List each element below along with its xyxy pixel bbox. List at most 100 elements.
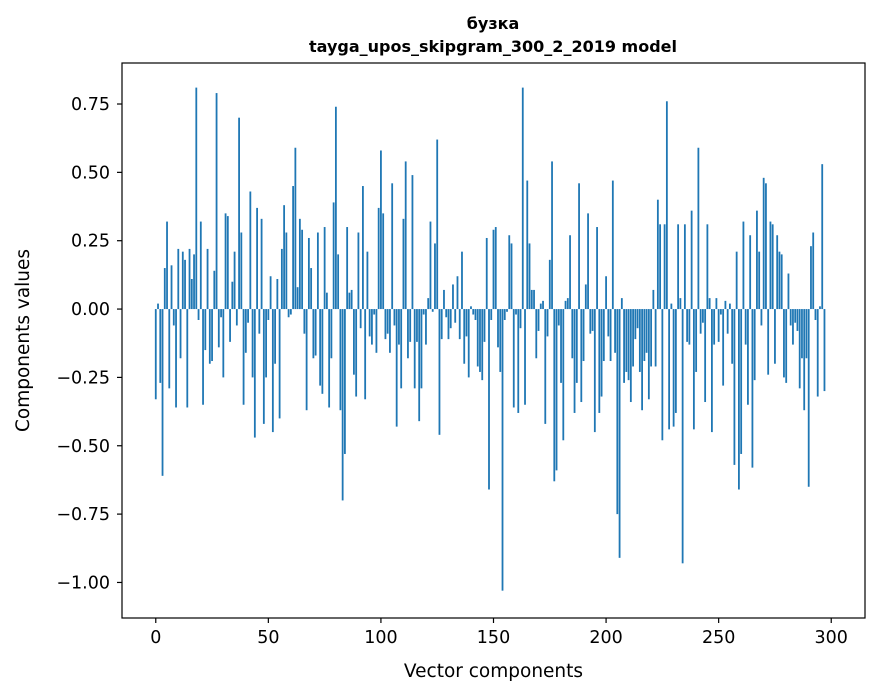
bar — [546, 309, 549, 337]
bar — [819, 306, 821, 310]
bar — [411, 175, 414, 310]
bar — [537, 309, 540, 331]
bar — [695, 309, 698, 372]
bar — [472, 309, 475, 315]
bar — [422, 309, 425, 315]
bar — [492, 229, 495, 310]
bar — [211, 309, 213, 362]
bar — [780, 254, 783, 310]
bar — [503, 309, 506, 320]
bar — [564, 300, 567, 310]
bar — [753, 309, 756, 381]
bar — [434, 243, 436, 310]
bar — [729, 303, 731, 310]
bar — [530, 289, 533, 310]
bar — [202, 309, 204, 405]
bar — [506, 309, 508, 312]
bar — [355, 309, 358, 397]
bar — [544, 309, 547, 424]
bar — [614, 309, 616, 353]
bar — [425, 309, 427, 345]
bar — [285, 232, 288, 310]
bar — [204, 309, 207, 351]
bar — [321, 309, 324, 394]
bar — [580, 309, 583, 403]
bar — [697, 147, 700, 310]
bar — [190, 278, 193, 310]
bar — [510, 243, 513, 310]
bar — [490, 309, 493, 320]
bar — [197, 309, 200, 320]
bar — [184, 259, 186, 310]
y-tick-label: 0.75 — [71, 95, 110, 115]
bar — [760, 309, 763, 326]
bar — [375, 309, 378, 353]
x-tick-label: 300 — [815, 628, 848, 648]
bar — [193, 254, 195, 310]
bar — [485, 237, 488, 310]
bar — [350, 289, 353, 310]
bar — [618, 309, 621, 558]
bar — [571, 309, 574, 359]
bar — [724, 300, 727, 310]
bar — [242, 309, 245, 405]
bar — [652, 289, 655, 310]
bar — [704, 309, 707, 403]
bar — [269, 276, 272, 310]
bar — [681, 309, 684, 564]
bar — [758, 251, 761, 310]
bar — [591, 309, 594, 331]
bar — [679, 298, 682, 310]
bar — [199, 221, 202, 310]
bar — [674, 309, 677, 413]
bar — [670, 303, 673, 310]
bar — [258, 309, 261, 334]
bar — [656, 199, 659, 310]
y-tick-label: −0.50 — [56, 437, 110, 457]
bar — [501, 309, 504, 591]
bar — [283, 205, 286, 310]
bar — [555, 309, 558, 471]
bar — [188, 248, 191, 310]
bar — [364, 309, 367, 400]
bar — [454, 309, 457, 323]
bar — [215, 93, 218, 310]
bar — [274, 309, 276, 364]
bar — [488, 309, 490, 490]
bar — [803, 309, 806, 411]
bar — [456, 276, 459, 310]
bar — [229, 309, 231, 342]
bar — [821, 164, 824, 310]
bar — [240, 232, 243, 310]
bar — [470, 306, 472, 310]
bar — [409, 309, 412, 342]
bar — [528, 243, 531, 310]
bar — [163, 268, 166, 310]
bar — [776, 235, 779, 310]
bar — [217, 309, 220, 348]
bar — [312, 309, 315, 359]
y-tick-label: −1.00 — [56, 573, 110, 593]
bar — [463, 309, 466, 364]
bar — [443, 289, 445, 310]
bar — [539, 303, 542, 310]
bar — [659, 224, 662, 310]
bar — [186, 309, 189, 408]
bar — [348, 292, 351, 310]
bar — [418, 309, 421, 422]
bar — [686, 309, 689, 342]
bar — [402, 218, 405, 310]
bar — [562, 309, 565, 441]
bar — [796, 309, 799, 331]
bar — [398, 309, 400, 345]
bar — [373, 309, 376, 315]
bar — [598, 309, 601, 413]
bar — [665, 101, 668, 310]
bar — [706, 224, 709, 310]
bar — [647, 309, 650, 400]
bar — [244, 309, 247, 353]
bar — [742, 221, 745, 310]
x-tick-label: 150 — [477, 628, 510, 648]
bar — [641, 309, 643, 411]
bar — [798, 309, 801, 389]
